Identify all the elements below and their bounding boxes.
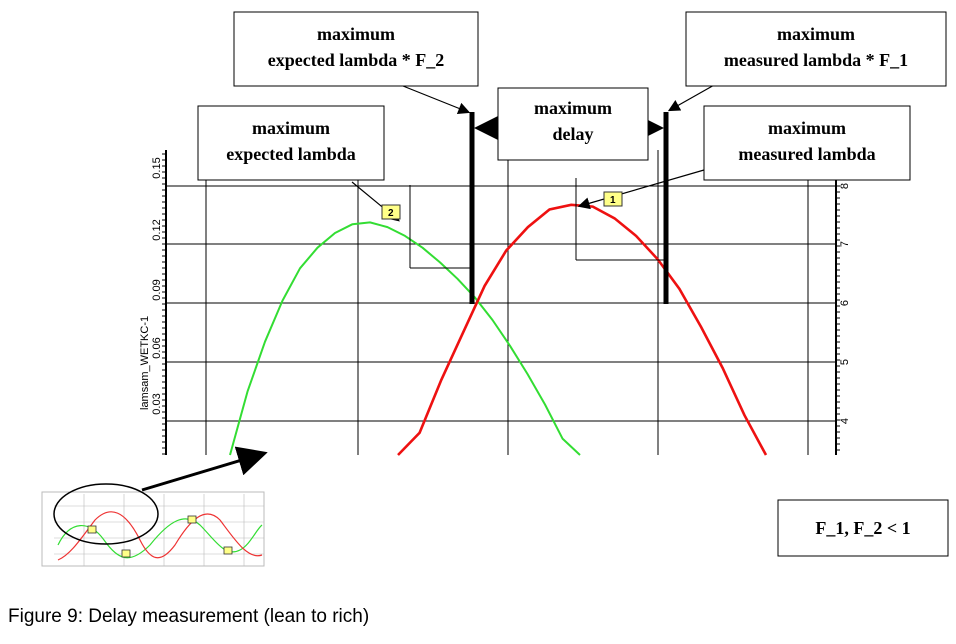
svg-text:F_1, F_2 < 1: F_1, F_2 < 1 (815, 518, 910, 538)
left-tick-label: 0.12 (151, 219, 163, 240)
delay-chart: 0.15 0.12 0.09 0.06 0.03 8 7 6 5 4 lamsam_WETKC-… (41, 11, 949, 567)
left-axis: 0.15 0.12 0.09 0.06 0.03 (151, 157, 163, 414)
measured-lambda-line (397, 203, 768, 456)
right-tick-label: 6 (839, 300, 851, 306)
annotation-measured: maximum measured lambda (703, 105, 911, 181)
annotation-expected: maximum expected lambda (197, 105, 385, 181)
marker-1: 1 (603, 191, 623, 207)
annotation-condition: F_1, F_2 < 1 (777, 499, 949, 557)
guide-lines (409, 178, 664, 269)
plot-grid (162, 150, 840, 455)
thumbnail-overview (41, 446, 268, 567)
expected-lambda-line (229, 221, 581, 456)
svg-text:maximum: maximum (534, 98, 612, 118)
right-tick-label: 4 (839, 418, 851, 424)
expected-f2-pointer (397, 83, 471, 115)
y-axis-label: lamsam_WETKC-1 (139, 316, 151, 410)
left-tick-label: 0.09 (151, 279, 163, 300)
measured-f1-pointer (667, 83, 717, 112)
marker-2: 2 (381, 204, 401, 220)
figure-caption: Figure 9: Delay measurement (lean to ric… (8, 606, 370, 627)
thumbnail-measured-curve (57, 511, 263, 561)
svg-text:maximum: maximum (777, 24, 855, 44)
svg-text:maximum: maximum (768, 118, 846, 138)
zoom-arrow (141, 446, 268, 492)
svg-text:expected lambda * F_2: expected lambda * F_2 (268, 50, 444, 70)
left-tick-label: 0.03 (151, 393, 163, 414)
svg-text:maximum: maximum (317, 24, 395, 44)
right-tick-label: 7 (839, 241, 851, 247)
svg-text:expected lambda: expected lambda (226, 144, 356, 164)
zoom-ellipse (53, 483, 159, 545)
annotation-expected-f2: maximum expected lambda * F_2 (233, 11, 479, 87)
svg-text:maximum: maximum (252, 118, 330, 138)
svg-text:1: 1 (610, 195, 616, 206)
annotation-measured-f1: maximum measured lambda * F_1 (685, 11, 947, 87)
svg-text:measured lambda: measured lambda (738, 144, 875, 164)
svg-text:2: 2 (388, 208, 394, 219)
svg-text:delay: delay (552, 124, 593, 144)
right-tick-label: 5 (839, 359, 851, 365)
right-axis: 8 7 6 5 4 (839, 183, 851, 424)
svg-text:measured lambda * F_1: measured lambda * F_1 (724, 50, 908, 70)
thumbnail-expected-curve (57, 518, 263, 559)
left-tick-label: 0.15 (151, 157, 163, 178)
left-tick-label: 0.06 (151, 337, 163, 358)
annotation-delay: maximum delay (497, 87, 649, 161)
right-tick-label: 8 (839, 183, 851, 189)
measured-pointer (577, 169, 705, 210)
series-layer (229, 203, 768, 456)
